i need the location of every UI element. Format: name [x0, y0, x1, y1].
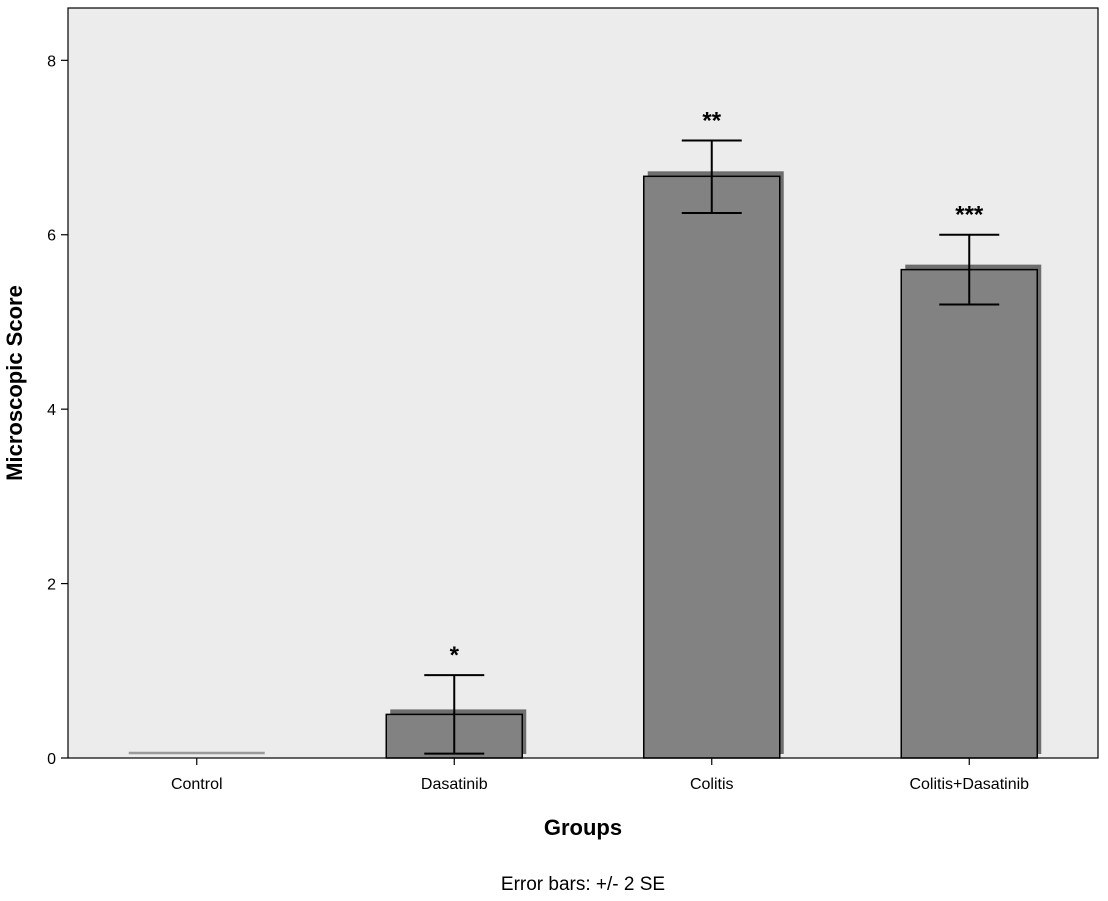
significance-marker: * — [450, 642, 460, 669]
x-axis: Control Dasatinib Colitis Colitis+Dasatinib — [171, 758, 1029, 793]
y-tick-label: 6 — [47, 228, 56, 245]
x-tick-label: Control — [171, 776, 223, 793]
x-axis-title: Groups — [544, 815, 622, 840]
bars-layer: ****** — [128, 108, 1042, 759]
x-tick-label: Colitis — [690, 776, 734, 793]
y-tick-label: 2 — [47, 577, 56, 594]
y-tick-label: 8 — [47, 53, 56, 70]
significance-marker: *** — [955, 202, 984, 229]
y-axis-title: Microscopic Score — [2, 285, 27, 481]
plot-border — [67, 7, 1099, 759]
error-bars-note: Error bars: +/- 2 SE — [501, 874, 665, 895]
significance-marker: ** — [702, 108, 721, 135]
bar-colitis — [643, 175, 781, 759]
y-tick-label: 4 — [47, 402, 56, 419]
x-tick-label: Dasatinib — [421, 776, 488, 793]
bar-colitis-dasatinib — [900, 268, 1038, 759]
y-axis: 0 2 4 6 8 — [47, 53, 68, 768]
y-tick-label: 0 — [47, 751, 56, 768]
x-tick-label: Colitis+Dasatinib — [909, 776, 1029, 793]
